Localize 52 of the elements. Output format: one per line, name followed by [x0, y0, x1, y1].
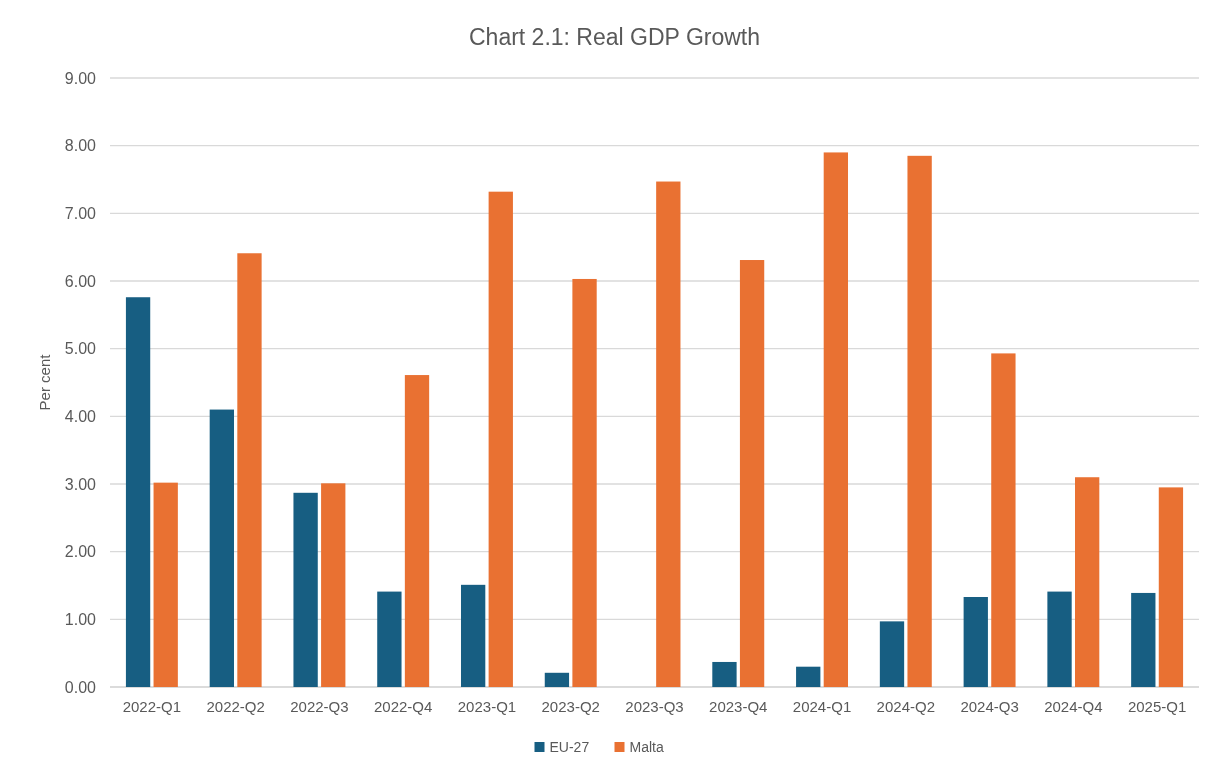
bar	[572, 278, 597, 687]
y-tick-label: 5.00	[64, 340, 97, 358]
y-tick-label: 8.00	[64, 137, 97, 155]
bar	[907, 155, 932, 687]
bar	[404, 375, 430, 687]
y-tick-label: 7.00	[64, 204, 97, 222]
bar	[293, 492, 318, 687]
bar	[1075, 477, 1100, 687]
x-tick-label: 2025-Q1	[1127, 698, 1187, 715]
x-tick-label: 2023-Q1	[457, 698, 517, 715]
x-tick-label: 2022-Q3	[290, 698, 349, 715]
y-tick-label: 9.00	[64, 69, 97, 87]
bar	[712, 661, 737, 687]
y-tick-label: 3.00	[64, 475, 97, 493]
y-tick-label: 4.00	[64, 407, 97, 425]
bar	[544, 672, 570, 687]
bar	[460, 584, 486, 687]
x-tick-label: 2022-Q4	[374, 698, 433, 715]
bar	[1047, 591, 1072, 687]
chart-title: Chart 2.1: Real GDP Growth	[468, 24, 761, 50]
bar	[991, 353, 1016, 687]
x-tick-label: 2024-Q1	[792, 698, 852, 715]
bar	[377, 591, 402, 687]
x-tick-label: 2024-Q2	[876, 698, 935, 715]
y-tick-label: 1.00	[64, 610, 97, 628]
x-tick-label: 2023-Q3	[625, 698, 684, 715]
legend-label: Malta	[629, 738, 664, 755]
x-tick-label: 2022-Q2	[206, 698, 265, 715]
x-tick-label: 2023-Q4	[709, 698, 768, 715]
bar	[963, 597, 988, 687]
bar	[1158, 487, 1184, 687]
y-tick-label: 0.00	[64, 678, 97, 696]
bar	[1131, 592, 1156, 687]
y-axis-title: Per cent	[36, 353, 53, 411]
bar	[488, 191, 513, 687]
bar	[125, 297, 151, 687]
y-tick-label: 6.00	[64, 272, 97, 290]
bar	[237, 253, 262, 687]
bar	[321, 483, 346, 687]
bar	[823, 152, 849, 687]
legend-label: EU-27	[549, 738, 590, 755]
x-tick-label: 2022-Q1	[122, 698, 182, 715]
x-tick-label: 2023-Q2	[541, 698, 600, 715]
bar	[796, 666, 821, 687]
x-tick-label: 2024-Q3	[960, 698, 1019, 715]
bar	[153, 482, 178, 687]
y-tick-label: 2.00	[64, 543, 97, 561]
x-tick-label: 2024-Q4	[1044, 698, 1103, 715]
bar	[739, 260, 765, 687]
bar	[209, 409, 234, 687]
bar	[656, 181, 681, 687]
bar	[879, 621, 905, 687]
